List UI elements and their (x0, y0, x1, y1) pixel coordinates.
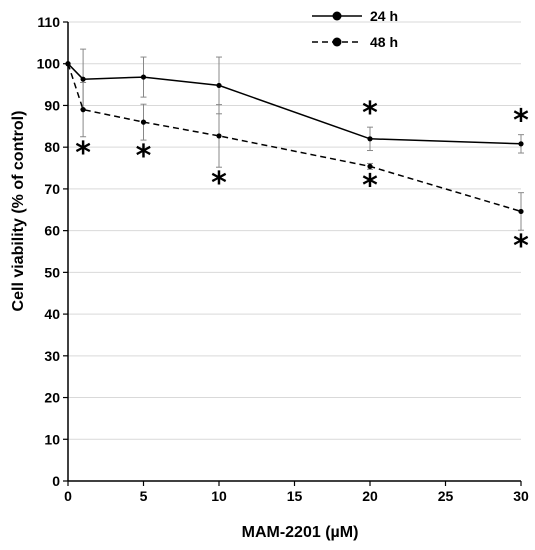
y-tick-label: 70 (44, 181, 60, 197)
data-point (65, 61, 71, 67)
data-point (367, 136, 373, 142)
y-tick-label: 80 (44, 139, 60, 155)
significance-star: * (136, 139, 152, 174)
data-point (518, 141, 524, 147)
significance-star: * (362, 168, 378, 203)
data-point (216, 133, 222, 139)
x-tick-label: 20 (362, 488, 378, 504)
y-tick-label: 50 (44, 264, 60, 280)
y-tick-label: 30 (44, 348, 60, 364)
x-tick-label: 0 (64, 488, 72, 504)
data-point (518, 208, 524, 215)
legend: 24 h 48 h (312, 8, 398, 50)
y-tick-label: 90 (44, 97, 60, 113)
series-24-h (65, 48, 524, 154)
data-point (80, 76, 86, 82)
tick-labels: 0 10 20 30 40 50 60 70 80 90 100 110 0 5 10 15 20 25 30 (37, 14, 529, 504)
x-tick-label: 30 (513, 488, 529, 504)
data-point (140, 119, 147, 125)
y-tick-label: 20 (44, 390, 60, 406)
series (65, 48, 524, 231)
y-tick-label: 60 (44, 223, 60, 239)
legend-marker (332, 37, 342, 47)
series-line (67, 63, 522, 213)
y-axis-title: Cell viability (% of control) (10, 111, 27, 312)
significance-star: * (513, 229, 529, 264)
significance-star: * (513, 104, 529, 139)
x-tick-label: 5 (140, 488, 148, 504)
y-tick-label: 0 (52, 473, 60, 489)
significance-star: * (211, 166, 227, 201)
data-point (216, 82, 222, 89)
data-point (80, 107, 86, 113)
legend-label: 48 h (370, 34, 398, 50)
significance-star: * (75, 136, 91, 171)
legend-marker (332, 11, 342, 21)
x-tick-label: 10 (211, 488, 227, 504)
series-line (67, 63, 522, 145)
x-tick-label: 25 (438, 488, 454, 504)
significance-star: * (362, 96, 378, 131)
significance-markers: * * * * * * * (75, 96, 529, 264)
gridlines (68, 21, 521, 440)
legend-label: 24 h (370, 8, 398, 24)
x-tick-label: 15 (287, 488, 303, 504)
axes (63, 21, 522, 486)
x-axis-title: MAM-2201 (µM) (242, 524, 359, 541)
y-tick-label: 110 (37, 14, 60, 30)
y-tick-label: 100 (37, 56, 61, 72)
series-48-h (65, 61, 524, 231)
y-tick-label: 10 (44, 431, 60, 447)
data-point (367, 163, 373, 169)
y-tick-label: 40 (44, 306, 60, 322)
data-point (140, 74, 147, 80)
